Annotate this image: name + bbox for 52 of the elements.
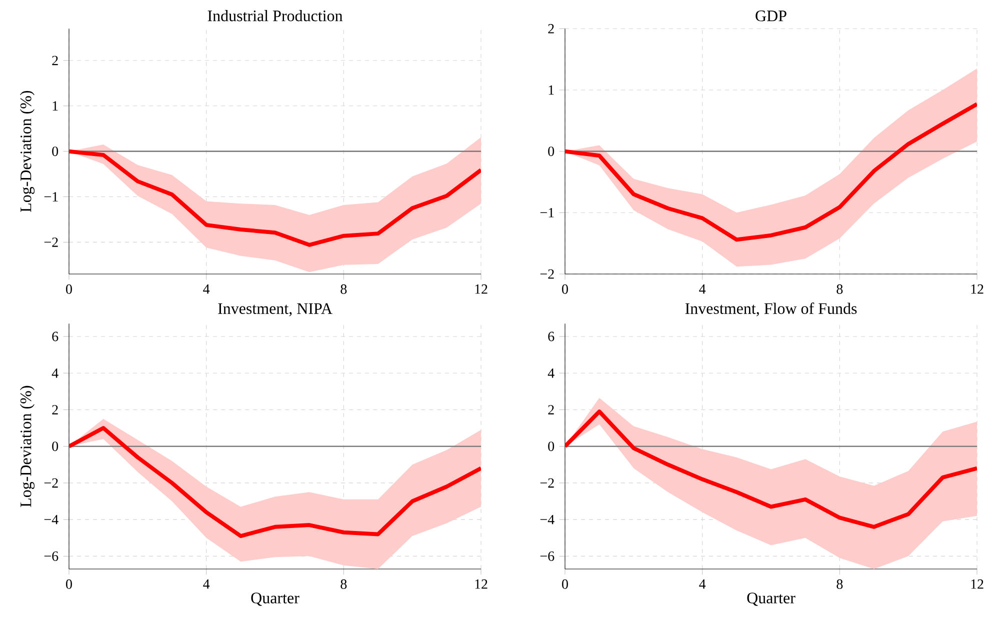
y-tick-label: −2	[44, 238, 58, 247]
y-tick-label: 0	[52, 146, 58, 156]
x-tick-label: 12	[475, 579, 488, 589]
x-tick-label: 8	[836, 284, 843, 294]
y-tick-label: 2	[52, 56, 58, 66]
chart-title: Industrial Production	[208, 10, 343, 22]
y-tick-label: 4	[52, 368, 58, 378]
y-tick-label: 0	[548, 442, 554, 452]
y-tick-label: −2	[540, 269, 554, 279]
x-tick-label: 12	[971, 284, 984, 294]
y-tick-label: 0	[52, 442, 58, 452]
chart-title: GDP	[756, 10, 786, 22]
line-series	[565, 102, 978, 242]
y-axis-title: Log-Deviation (%)	[20, 90, 35, 212]
y-tick-label: 2	[548, 24, 554, 34]
y-axis-title: Log-Deviation (%)	[20, 386, 35, 507]
x-tick-label: 0	[562, 284, 568, 294]
x-tick-label: 4	[699, 579, 706, 589]
y-tick-label: −6	[44, 551, 58, 561]
y-tick-label: 6	[548, 332, 554, 342]
y-tick-label: 6	[52, 332, 58, 342]
y-tick-label: −4	[540, 514, 554, 524]
x-tick-label: 8	[340, 284, 347, 294]
line-series	[565, 410, 978, 529]
y-tick-label: 2	[52, 405, 58, 414]
y-tick-label: −6	[540, 551, 554, 561]
y-tick-label: 2	[548, 405, 554, 414]
x-tick-label: 0	[562, 579, 568, 589]
x-tick-label: 8	[836, 579, 843, 589]
y-tick-label: −1	[44, 192, 58, 202]
x-axis-title: Quarter	[747, 592, 796, 606]
y-tick-label: −2	[44, 478, 58, 488]
x-tick-label: 12	[475, 284, 488, 294]
x-tick-label: 4	[203, 579, 210, 589]
x-tick-label: 0	[66, 284, 72, 294]
y-tick-label: 0	[548, 146, 554, 156]
x-tick-label: 4	[699, 284, 706, 294]
line-series	[69, 426, 482, 538]
y-tick-label: 1	[52, 101, 58, 111]
y-tick-label: 4	[548, 368, 554, 378]
chart-title: Investment, NIPA	[218, 303, 332, 316]
y-tick-label: 1	[548, 85, 554, 95]
x-tick-label: 12	[971, 579, 984, 589]
x-tick-label: 4	[203, 284, 210, 294]
y-tick-label: −1	[540, 208, 554, 218]
x-axis-title: Quarter	[251, 592, 300, 606]
y-tick-label: −4	[44, 514, 58, 524]
chart-title: Investment, Flow of Funds	[685, 302, 857, 316]
x-tick-label: 8	[340, 579, 347, 589]
y-tick-label: −2	[540, 478, 554, 488]
x-tick-label: 0	[66, 579, 72, 589]
line-series	[69, 149, 482, 247]
